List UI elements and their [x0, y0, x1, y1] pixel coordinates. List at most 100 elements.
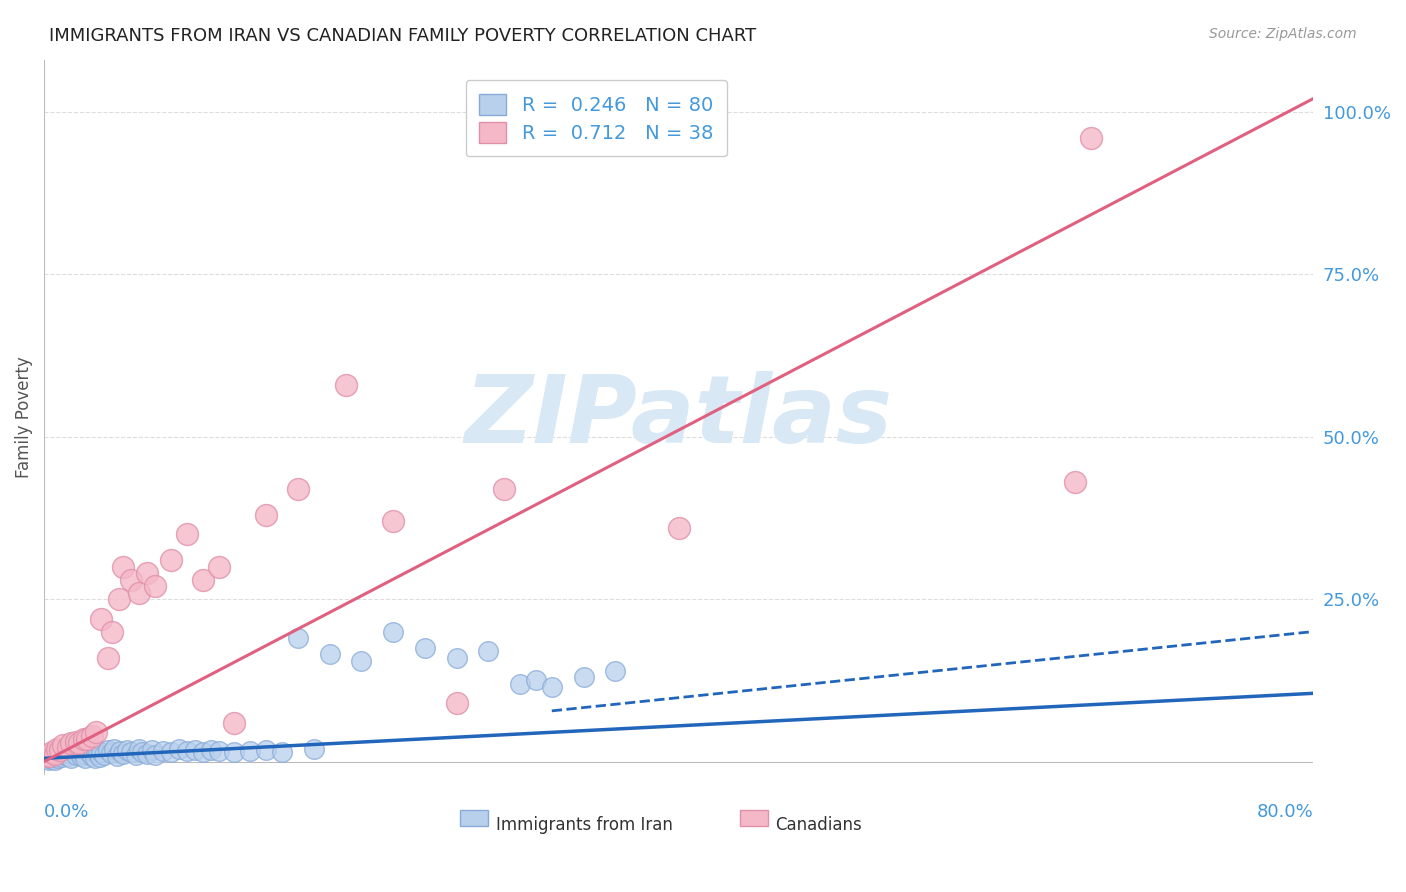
- Point: [82, 744, 104, 758]
- Point: [69, 749, 91, 764]
- Point: [176, 527, 198, 541]
- Point: [477, 644, 499, 658]
- Point: [39, 747, 62, 761]
- Point: [131, 745, 153, 759]
- Point: [73, 747, 96, 761]
- Point: [128, 585, 150, 599]
- Point: [45, 749, 67, 764]
- Point: [668, 520, 690, 534]
- Point: [107, 592, 129, 607]
- Point: [67, 745, 90, 759]
- Point: [120, 745, 142, 759]
- Point: [446, 650, 468, 665]
- Point: [86, 743, 108, 757]
- Point: [350, 654, 373, 668]
- Point: [67, 736, 90, 750]
- Point: [302, 741, 325, 756]
- Point: [112, 559, 135, 574]
- Point: [101, 624, 124, 639]
- Point: [44, 747, 66, 761]
- Point: [191, 573, 214, 587]
- Point: [200, 743, 222, 757]
- Point: [55, 744, 77, 758]
- Bar: [740, 810, 768, 826]
- Point: [52, 739, 75, 753]
- Point: [1080, 130, 1102, 145]
- Point: [75, 750, 97, 764]
- Text: Immigrants from Iran: Immigrants from Iran: [496, 816, 673, 834]
- Point: [41, 745, 63, 759]
- Point: [254, 508, 277, 522]
- Point: [56, 740, 79, 755]
- Point: [45, 741, 67, 756]
- Point: [77, 746, 100, 760]
- Point: [318, 648, 340, 662]
- Point: [53, 747, 76, 762]
- Text: Canadians: Canadians: [775, 816, 862, 834]
- Point: [572, 670, 595, 684]
- Point: [76, 731, 98, 746]
- Point: [115, 743, 138, 757]
- Point: [87, 747, 110, 761]
- Point: [38, 753, 60, 767]
- Point: [254, 743, 277, 757]
- Point: [136, 566, 159, 580]
- Point: [125, 747, 148, 762]
- Y-axis label: Family Poverty: Family Poverty: [15, 356, 32, 478]
- Point: [97, 650, 120, 665]
- Point: [540, 680, 562, 694]
- Point: [382, 624, 405, 639]
- Point: [287, 482, 309, 496]
- Point: [176, 744, 198, 758]
- Point: [494, 482, 516, 496]
- Point: [335, 377, 357, 392]
- Point: [509, 676, 531, 690]
- Point: [1064, 475, 1087, 489]
- Point: [97, 743, 120, 757]
- Point: [184, 743, 207, 757]
- Point: [58, 746, 80, 760]
- Point: [37, 749, 59, 764]
- Point: [120, 573, 142, 587]
- Point: [52, 746, 75, 760]
- Legend: R =  0.246   N = 80, R =  0.712   N = 38: R = 0.246 N = 80, R = 0.712 N = 38: [465, 80, 727, 156]
- Point: [224, 715, 246, 730]
- Point: [112, 747, 135, 761]
- Point: [70, 743, 93, 757]
- Point: [49, 747, 72, 761]
- Point: [65, 747, 87, 762]
- Point: [287, 631, 309, 645]
- Point: [49, 743, 72, 757]
- Text: 80.0%: 80.0%: [1257, 803, 1313, 822]
- Point: [65, 735, 87, 749]
- Point: [83, 751, 105, 765]
- Point: [90, 745, 112, 759]
- Point: [128, 741, 150, 756]
- Point: [167, 741, 190, 756]
- Point: [160, 745, 183, 759]
- Point: [48, 751, 70, 765]
- Point: [80, 729, 103, 743]
- Point: [207, 744, 229, 758]
- Point: [42, 750, 65, 764]
- Point: [105, 749, 128, 764]
- Point: [60, 736, 83, 750]
- Point: [89, 750, 111, 764]
- Point: [73, 731, 96, 746]
- Point: [239, 743, 262, 757]
- Point: [41, 752, 63, 766]
- Point: [38, 749, 60, 764]
- Point: [45, 744, 67, 758]
- Point: [51, 750, 73, 764]
- Point: [62, 741, 84, 756]
- Bar: [460, 810, 488, 826]
- Point: [39, 750, 62, 764]
- Text: 0.0%: 0.0%: [44, 803, 90, 822]
- Point: [271, 745, 294, 759]
- Point: [524, 673, 547, 688]
- Point: [605, 664, 627, 678]
- Text: IMMIGRANTS FROM IRAN VS CANADIAN FAMILY POVERTY CORRELATION CHART: IMMIGRANTS FROM IRAN VS CANADIAN FAMILY …: [49, 27, 756, 45]
- Point: [44, 747, 66, 762]
- Point: [100, 746, 122, 760]
- Text: ZIPatlas: ZIPatlas: [464, 371, 893, 463]
